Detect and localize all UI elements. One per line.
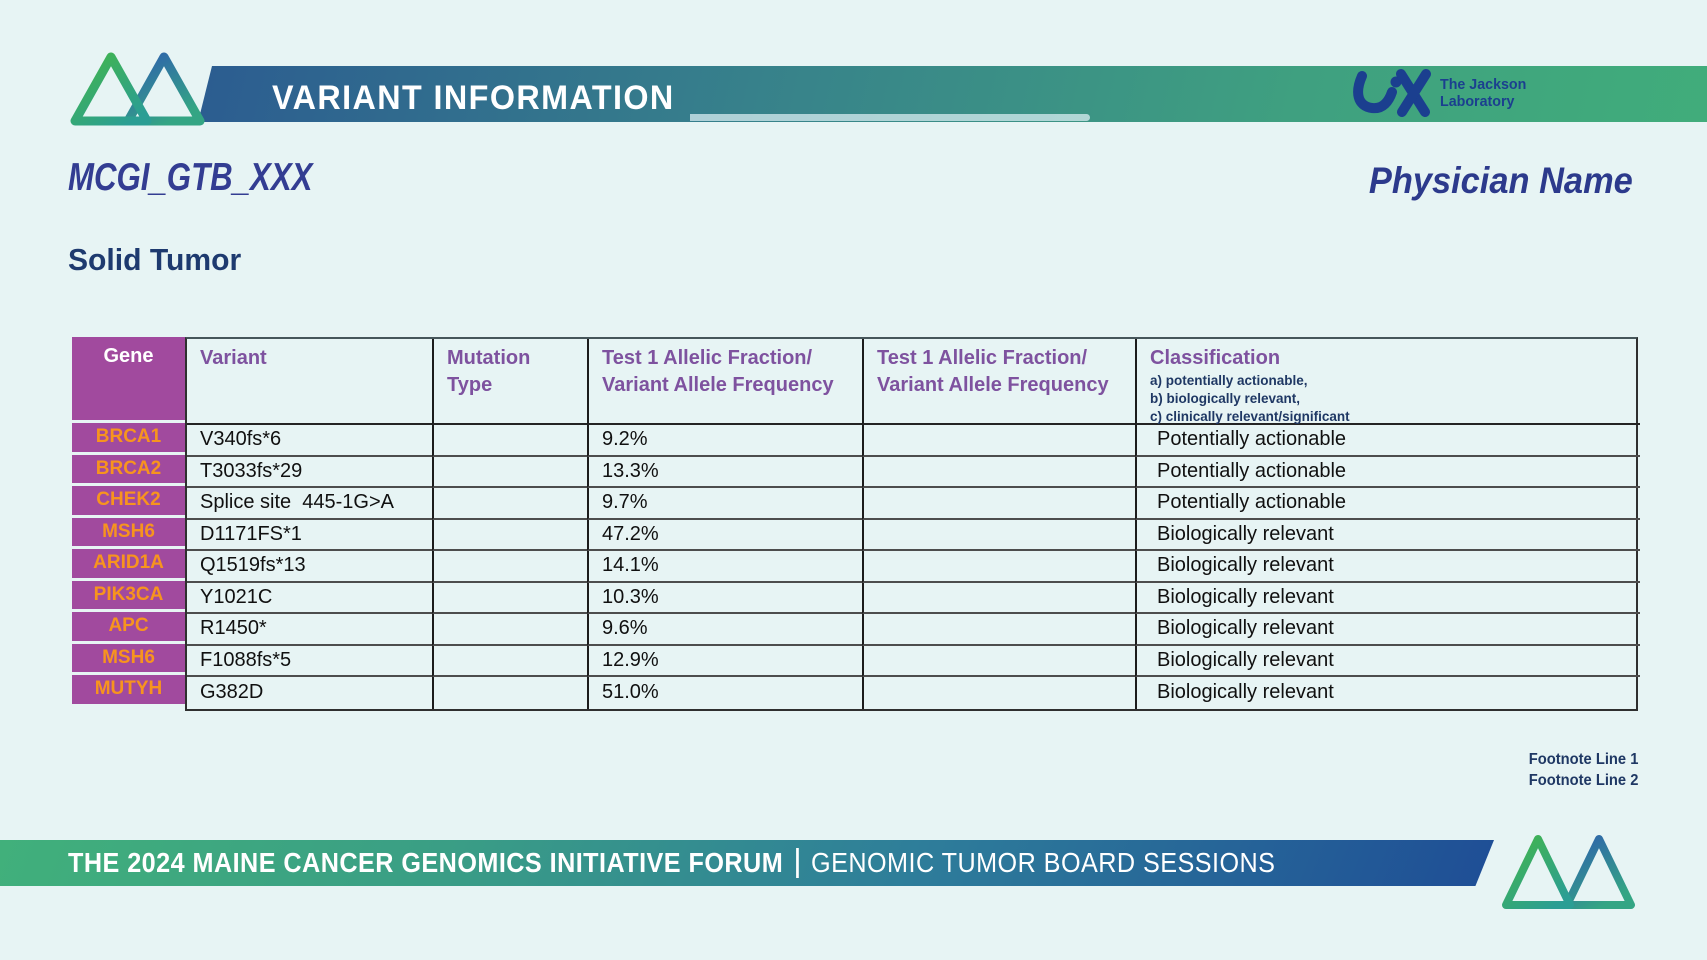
table-cell-test2: [862, 614, 1135, 646]
table-cell-test2: [862, 519, 1135, 551]
jax-logo-line1: The Jackson: [1440, 75, 1527, 93]
table-cell-test2: [862, 677, 1135, 709]
table-cell-test1: 9.2%: [587, 425, 862, 457]
table-cell-test1: 9.6%: [587, 614, 862, 646]
footnote-line-1: Footnote Line 1: [1528, 751, 1638, 768]
column-header-test1: Test 1 Allelic Fraction/ Variant Allele …: [587, 339, 862, 425]
gene-column: Gene BRCA1 BRCA2 CHEK2 MSH6 ARID1A PIK3C…: [72, 337, 185, 711]
gene-cell: APC: [72, 612, 185, 641]
column-header-test2: Test 1 Allelic Fraction/ Variant Allele …: [862, 339, 1135, 425]
classification-note: c) clinically relevant/significant: [1150, 408, 1350, 424]
variant-table: Gene BRCA1 BRCA2 CHEK2 MSH6 ARID1A PIK3C…: [72, 337, 1640, 711]
banner-accent-strip: [690, 114, 1090, 121]
gene-cell: MSH6: [72, 643, 185, 672]
table-cell-classification: Biologically relevant: [1135, 614, 1640, 646]
table-cell-variant: T3033fs*29: [187, 457, 432, 488]
table-cell-mutation-type: [432, 551, 587, 583]
table-cell-test2: [862, 645, 1135, 677]
variant-table-grid: Variant Mutation Type Test 1 Allelic Fra…: [185, 337, 1640, 711]
footnote-line-2: Footnote Line 2: [1528, 772, 1638, 789]
gene-column-header: Gene: [72, 337, 185, 420]
column-header-classification: Classification a) potentially actionable…: [1135, 339, 1640, 425]
table-cell-mutation-type: [432, 614, 587, 646]
table-cell-variant: G382D: [200, 681, 264, 704]
table-cell-classification: Biologically relevant: [1135, 551, 1640, 583]
table-cell-test2: [862, 551, 1135, 583]
table-cell-variant: Splice site 445-1G>A: [187, 488, 432, 520]
gene-cell: BRCA2: [72, 454, 185, 483]
green-triangle-icon: [1502, 835, 1574, 909]
table-cell-classification: Potentially actionable: [1135, 456, 1640, 488]
classification-note: b) biologically relevant,: [1150, 390, 1301, 406]
table-cell-test1: 14.1%: [587, 551, 862, 583]
table-cell-variant: D1171FS*1: [187, 520, 432, 551]
footer-separator: [795, 848, 799, 878]
table-cell-mutation-type: [432, 677, 587, 709]
section-title: Solid Tumor: [68, 242, 242, 277]
table-cell-mutation-type: [432, 425, 587, 457]
table-cell-classification: Biologically relevant: [1135, 582, 1640, 614]
jax-logo-line2: Laboratory: [1440, 93, 1515, 110]
table-cell-variant: Q1519fs*13: [187, 551, 432, 583]
table-cell-variant: F1088fs*5: [187, 646, 432, 677]
gene-cell: PIK3CA: [72, 580, 185, 609]
table-cell-test1: 9.7%: [587, 488, 862, 520]
table-cell-test1: 51.0%: [587, 677, 862, 709]
table-cell-classification: Biologically relevant: [1135, 519, 1640, 551]
classification-note: a) potentially actionable,: [1150, 373, 1308, 388]
jax-logo-text: The Jackson Laboratory: [1440, 76, 1526, 111]
blue-triangle-icon: [1563, 835, 1635, 909]
physician-name: Physician Name: [1369, 160, 1633, 201]
column-header-mutation-type: Mutation Type: [432, 339, 587, 425]
blue-triangle-icon: [123, 52, 205, 126]
mcgi-logo-footer: [1502, 835, 1635, 909]
table-cell-classification: Potentially actionable: [1135, 488, 1640, 520]
table-cell-classification: Biologically relevant: [1135, 645, 1640, 677]
table-cell-test1: 47.2%: [587, 519, 862, 551]
table-cell-classification: Biologically relevant: [1135, 677, 1640, 709]
jax-logo: The Jackson Laboratory: [1350, 68, 1531, 118]
footer-title-regular: GENOMIC TUMOR BOARD SESSIONS: [811, 847, 1276, 878]
column-header-variant: Variant: [187, 339, 432, 425]
table-cell-mutation-type: [432, 519, 587, 551]
table-cell-variant: V340fs*6: [187, 425, 432, 457]
table-cell-mutation-type: [432, 488, 587, 520]
table-cell-test2: [862, 488, 1135, 520]
table-cell-test1: 12.9%: [587, 645, 862, 677]
table-cell-mutation-type: [432, 645, 587, 677]
table-cell-variant: R1450*: [187, 614, 432, 646]
table-cell-test2: [862, 425, 1135, 457]
jax-logo-mark-icon: [1353, 69, 1431, 117]
footnotes: Footnote Line 1 Footnote Line 2: [1528, 749, 1638, 791]
gene-cell: BRCA1: [72, 423, 185, 452]
green-triangle-icon: [70, 52, 152, 126]
gene-cell: CHEK2: [72, 486, 185, 515]
gene-cell: ARID1A: [72, 549, 185, 578]
table-cell-test2: [862, 582, 1135, 614]
table-cell-variant: Y1021C: [187, 583, 432, 614]
table-cell-test1: 10.3%: [587, 582, 862, 614]
table-cell-test1: 13.3%: [587, 456, 862, 488]
mcgi-logo: [70, 52, 205, 126]
gene-cell: MUTYH: [72, 675, 185, 704]
table-cell-test2: [862, 456, 1135, 488]
case-id: MCGI_GTB_XXX: [68, 156, 313, 199]
gene-cell: MSH6: [72, 517, 185, 546]
page-title: VARIANT INFORMATION: [272, 79, 675, 117]
footer-title-bold: THE 2024 MAINE CANCER GENOMICS INITIATIV…: [68, 847, 784, 878]
footer-title: THE 2024 MAINE CANCER GENOMICS INITIATIV…: [68, 840, 1275, 886]
table-cell-classification: Potentially actionable: [1135, 425, 1640, 457]
table-cell-mutation-type: [432, 456, 587, 488]
table-cell-mutation-type: [432, 582, 587, 614]
classification-notes: a) potentially actionable, b) biological…: [1150, 372, 1640, 425]
